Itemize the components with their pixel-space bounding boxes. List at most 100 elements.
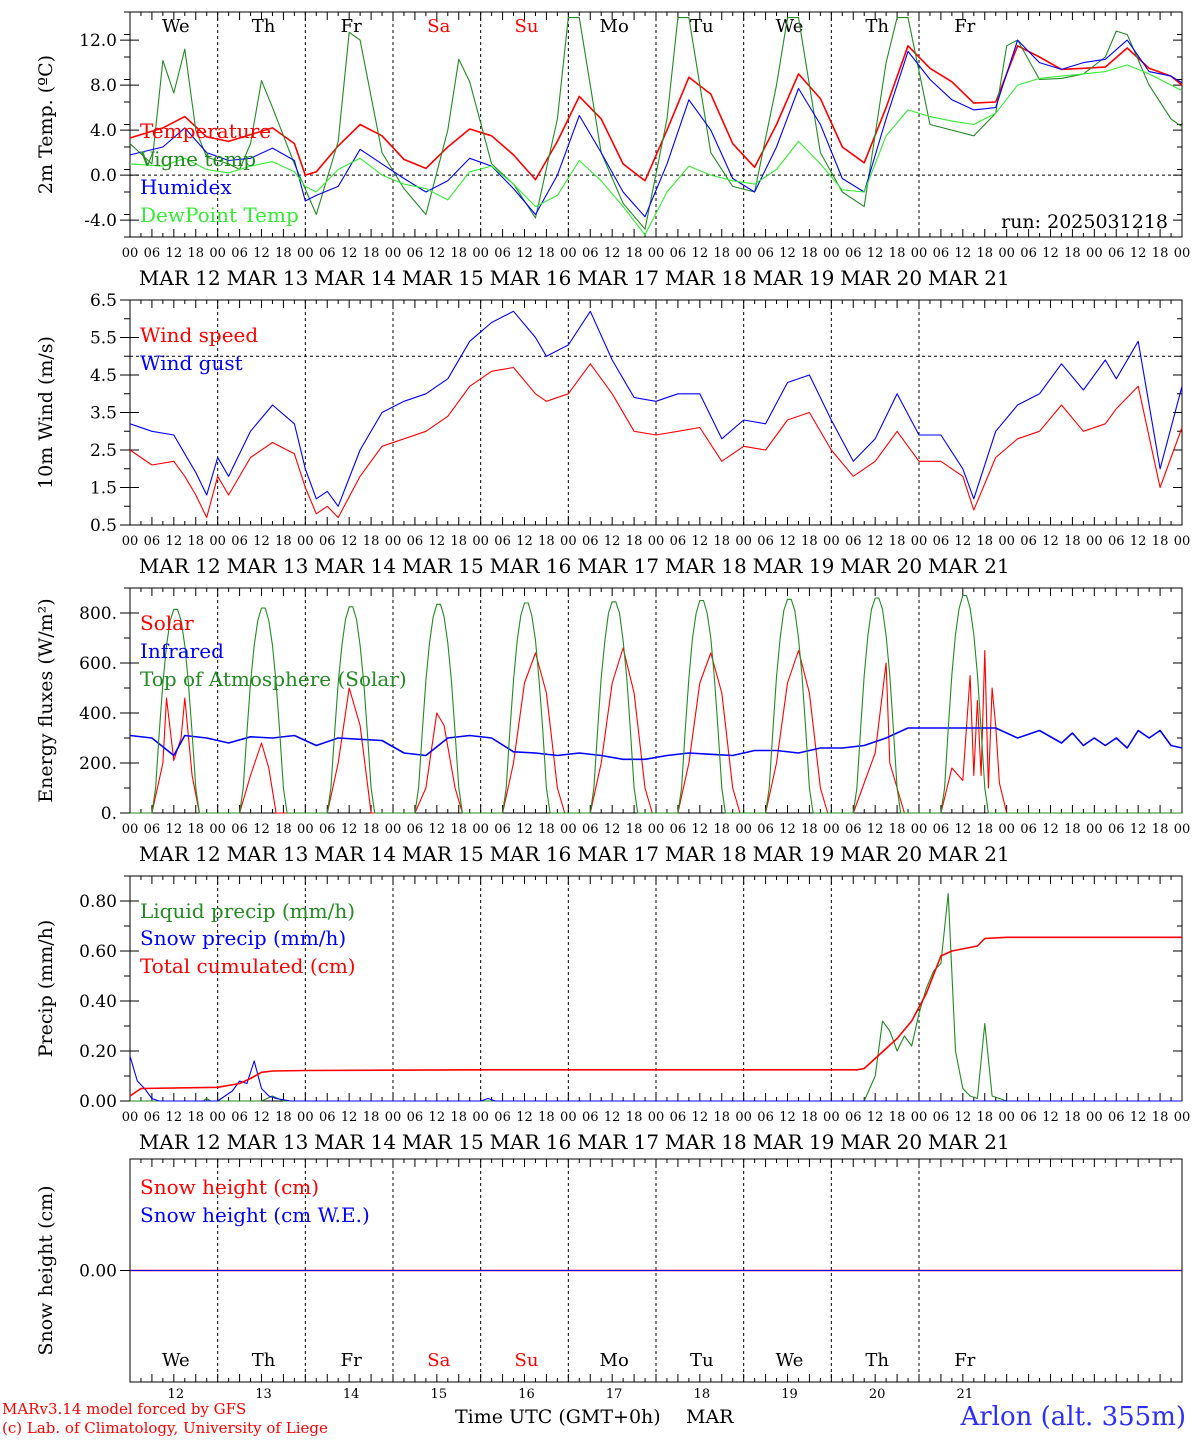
date-label: MAR 19 — [753, 554, 835, 578]
hour-label: 06 — [144, 246, 161, 261]
hour-label: 12 — [1130, 822, 1147, 837]
hour-label: 12 — [1130, 246, 1147, 261]
legend-entry: Snow height (cm W.E.) — [140, 1203, 370, 1227]
hour-label: 18 — [275, 534, 292, 549]
hour-label: 00 — [472, 1110, 489, 1125]
hour-label: 00 — [122, 1110, 139, 1125]
hour-label: 18 — [626, 1110, 643, 1125]
y-tick-label: 0.00 — [79, 1262, 117, 1282]
date-label: MAR 15 — [402, 554, 484, 578]
hour-label: 06 — [582, 246, 599, 261]
y-tick-label: 0.00 — [79, 1092, 117, 1112]
date-label: MAR 14 — [314, 1130, 396, 1154]
hour-label: 00 — [122, 246, 139, 261]
weekday-label: We — [162, 16, 190, 37]
legend-entry: Solar — [140, 611, 194, 635]
hour-label: 18 — [801, 246, 818, 261]
hour-label: 00 — [209, 246, 226, 261]
y-tick-label: 0.20 — [79, 1042, 117, 1062]
series-line — [129, 936, 1182, 1097]
hour-label: 18 — [976, 246, 993, 261]
hour-label: 00 — [560, 534, 577, 549]
hour-label: 06 — [670, 1110, 687, 1125]
legend-entry: Snow precip (mm/h) — [140, 926, 346, 950]
panel-frame — [129, 587, 1183, 814]
hour-label: 12 — [166, 1110, 183, 1125]
hour-label: 18 — [450, 822, 467, 837]
hour-label: 12 — [779, 822, 796, 837]
hour-label: 06 — [407, 246, 424, 261]
hour-label: 12 — [341, 822, 358, 837]
date-label: MAR 18 — [665, 842, 747, 866]
hour-label: 18 — [713, 1110, 730, 1125]
weekday-label: We — [162, 1350, 190, 1371]
hour-label: 06 — [582, 534, 599, 549]
date-label: MAR 19 — [753, 1130, 835, 1154]
weekday-label: We — [776, 1350, 804, 1371]
hour-label: 18 — [187, 822, 204, 837]
y-tick-label: 0.40 — [79, 992, 117, 1012]
series-line — [129, 1055, 1182, 1102]
hour-label: 00 — [472, 246, 489, 261]
month-label: MAR — [686, 1406, 734, 1428]
hour-label: 18 — [889, 534, 906, 549]
date-label: MAR 20 — [840, 266, 922, 290]
hour-label: 18 — [538, 1110, 555, 1125]
hour-label: 06 — [1020, 534, 1037, 549]
legend-entry: Humidex — [140, 175, 232, 199]
hour-label: 06 — [144, 534, 161, 549]
date-label: MAR 20 — [840, 1130, 922, 1154]
date-label: MAR 18 — [665, 266, 747, 290]
date-label: MAR 15 — [402, 842, 484, 866]
hour-label: 06 — [319, 246, 336, 261]
date-label: MAR 21 — [928, 554, 1010, 578]
hour-label: 00 — [823, 1110, 840, 1125]
hour-label: 06 — [845, 822, 862, 837]
y-tick-label: 12.0 — [79, 31, 117, 51]
hour-label: 06 — [845, 534, 862, 549]
weekday-label: Sa — [427, 1350, 450, 1371]
weekday-label: Fr — [954, 1350, 975, 1371]
hour-label: 00 — [1086, 534, 1103, 549]
y-tick-label: 3.5 — [90, 404, 117, 424]
hour-label: 18 — [801, 822, 818, 837]
legend-entry: Top of Atmosphere (Solar) — [140, 667, 407, 691]
hour-label: 06 — [494, 1110, 511, 1125]
hour-label: 06 — [933, 246, 950, 261]
hour-label: 12 — [1042, 534, 1059, 549]
date-label: MAR 13 — [227, 1130, 309, 1154]
hour-label: 06 — [582, 1110, 599, 1125]
hour-label: 18 — [450, 246, 467, 261]
hour-label: 06 — [319, 822, 336, 837]
series-line — [129, 310, 1183, 507]
hour-label: 12 — [166, 246, 183, 261]
hour-label: 00 — [1086, 1110, 1103, 1125]
hour-label: 12 — [867, 534, 884, 549]
hour-label: 06 — [231, 822, 248, 837]
hour-label: 00 — [297, 534, 314, 549]
hour-label: 00 — [385, 822, 402, 837]
hour-label: 00 — [648, 534, 665, 549]
hour-label: 18 — [976, 822, 993, 837]
weekday-label: Mo — [600, 1350, 629, 1371]
hour-label: 00 — [1086, 246, 1103, 261]
hour-label: 00 — [735, 822, 752, 837]
day-number-label: 21 — [957, 1387, 974, 1402]
hour-label: 12 — [516, 1110, 533, 1125]
hour-label: 00 — [122, 822, 139, 837]
date-label: MAR 18 — [665, 554, 747, 578]
hour-label: 06 — [670, 246, 687, 261]
y-tick-label: 0.60 — [79, 942, 117, 962]
date-label: MAR 21 — [928, 266, 1010, 290]
hour-label: 12 — [1042, 246, 1059, 261]
hour-label: 00 — [1174, 1110, 1191, 1125]
hour-label: 00 — [648, 1110, 665, 1125]
hour-label: 18 — [363, 246, 380, 261]
legend-entry: Total cumulated (cm) — [140, 954, 356, 978]
hour-label: 12 — [604, 822, 621, 837]
date-label: MAR 17 — [577, 1130, 659, 1154]
y-axis-label: Energy fluxes (W/m²) — [35, 598, 57, 802]
hour-label: 06 — [757, 1110, 774, 1125]
hour-label: 06 — [933, 1110, 950, 1125]
series-line — [130, 892, 1182, 1102]
